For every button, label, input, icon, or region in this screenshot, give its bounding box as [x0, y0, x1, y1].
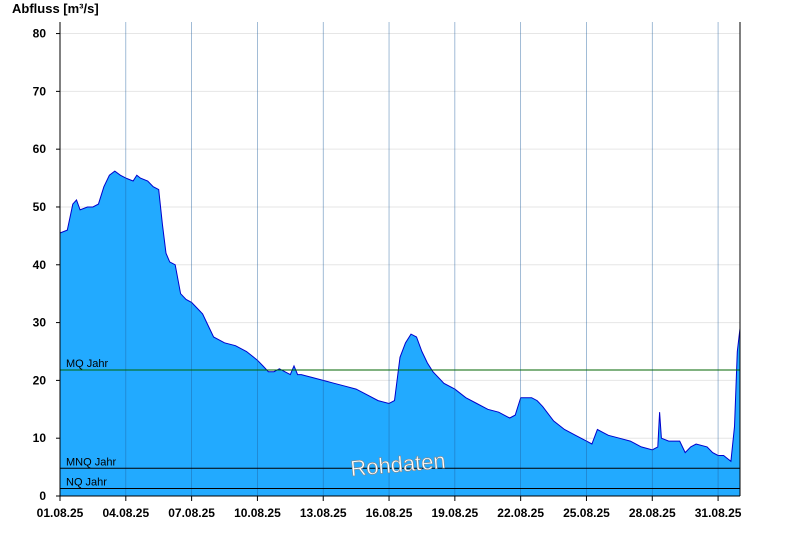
x-tick-label: 19.08.25	[431, 506, 478, 520]
x-tick-label: 01.08.25	[37, 506, 84, 520]
y-tick-label: 60	[33, 142, 47, 156]
y-tick-label: 80	[33, 27, 47, 41]
x-tick-labels: 01.08.25 04.08.25 07.08.25 10.08.25 13.08.25…	[37, 496, 742, 520]
x-tick-label: 22.08.25	[497, 506, 544, 520]
x-tick-label: 10.08.25	[234, 506, 281, 520]
y-tick-label: 20	[33, 373, 47, 387]
y-tick-label: 0	[39, 489, 46, 503]
reference-line-label: NQ Jahr	[66, 476, 107, 488]
y-tick-label: 10	[33, 431, 47, 445]
y-axis-label: Abfluss [m³/s]	[12, 1, 99, 16]
x-tick-label: 04.08.25	[102, 506, 149, 520]
reference-line-label: MNQ Jahr	[66, 456, 116, 468]
x-tick-label: 25.08.25	[563, 506, 610, 520]
y-tick-labels: 0 10 20 30 40 50 60 70 80	[33, 27, 60, 503]
y-tick-label: 50	[33, 200, 47, 214]
area-series	[59, 170, 741, 496]
reference-line-label: MQ Jahr	[66, 358, 109, 370]
y-tick-label: 70	[33, 84, 47, 98]
x-tick-label: 16.08.25	[366, 506, 413, 520]
x-tick-label: 31.08.25	[695, 506, 742, 520]
reference-lines: MQ Jahr MNQ Jahr NQ Jahr	[60, 358, 740, 489]
x-tick-label: 13.08.25	[300, 506, 347, 520]
x-tick-label: 28.08.25	[629, 506, 676, 520]
y-tick-label: 40	[33, 258, 47, 272]
area-fill	[60, 171, 740, 496]
y-tick-label: 30	[33, 316, 47, 330]
axes	[59, 22, 741, 497]
x-tick-label: 07.08.25	[168, 506, 215, 520]
